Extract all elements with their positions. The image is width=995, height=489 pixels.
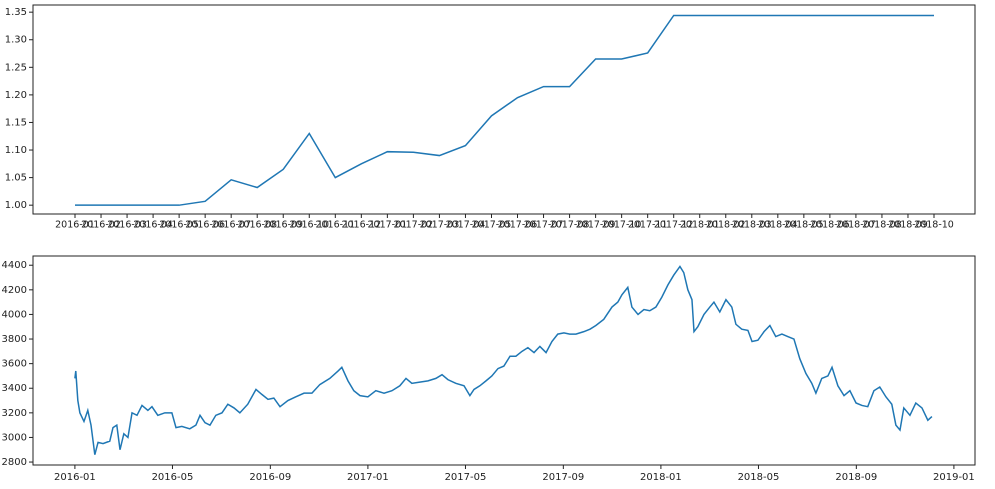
y-tick-label: 1.05 — [5, 173, 27, 184]
line-series — [75, 14, 934, 206]
x-tick-label: 2016-05 — [159, 220, 199, 231]
y-tick-label: 4000 — [2, 309, 27, 320]
x-tick-label: 2016-06 — [185, 220, 225, 231]
x-tick-label: 2018-05 — [784, 220, 824, 231]
x-tick-label: 2016-12 — [341, 220, 381, 231]
x-tick-label: 2017-11 — [628, 220, 668, 231]
y-tick-label: 3000 — [2, 432, 27, 443]
x-tick-label: 2017-05 — [445, 472, 487, 483]
x-tick-label: 2016-01 — [55, 220, 95, 231]
x-tick-label: 2017-09 — [576, 220, 616, 231]
x-tick-label: 2016-09 — [263, 220, 303, 231]
axes-frame — [32, 4, 976, 215]
x-tick-label: 2017-08 — [550, 220, 590, 231]
y-tick-label: 1.25 — [5, 62, 27, 73]
x-tick-label: 2018-03 — [732, 220, 772, 231]
y-tick-label: 1.30 — [5, 35, 27, 46]
x-tick-label: 2017-12 — [654, 220, 694, 231]
x-tick-label: 2016-01 — [54, 472, 96, 483]
x-tick-label: 2016-03 — [107, 220, 147, 231]
x-tick-label: 2018-02 — [706, 220, 746, 231]
x-tick-label: 2018-07 — [836, 220, 876, 231]
x-tick-label: 2017-01 — [347, 472, 389, 483]
y-tick-label: 4400 — [2, 260, 27, 271]
x-tick-label: 2016-09 — [249, 472, 291, 483]
x-tick-label: 2018-08 — [862, 220, 902, 231]
y-tick-label: 1.00 — [5, 200, 27, 211]
x-tick-label: 2018-09 — [888, 220, 928, 231]
y-tick-label: 1.20 — [5, 90, 27, 101]
x-tick-label: 2018-09 — [835, 472, 877, 483]
axes-frame — [32, 255, 976, 466]
y-tick-label: 4200 — [2, 285, 27, 296]
x-tick-label: 2019-01 — [933, 472, 975, 483]
x-tick-label: 2017-05 — [472, 220, 512, 231]
y-tick-label: 1.15 — [5, 117, 27, 128]
x-tick-label: 2018-10 — [914, 220, 954, 231]
line-series — [74, 265, 933, 455]
x-tick-label: 2017-09 — [542, 472, 584, 483]
x-tick-label: 2016-04 — [133, 220, 173, 231]
x-tick-label: 2017-07 — [524, 220, 564, 231]
x-tick-label: 2016-11 — [315, 220, 355, 231]
x-tick-label: 2018-01 — [680, 220, 720, 231]
y-tick-label: 3600 — [2, 359, 27, 370]
x-tick-label: 2016-08 — [237, 220, 277, 231]
y-tick-label: 3400 — [2, 383, 27, 394]
x-tick-label: 2017-02 — [394, 220, 434, 231]
y-tick-label: 2800 — [2, 457, 27, 468]
x-tick-label: 2018-06 — [810, 220, 850, 231]
y-tick-label: 3800 — [2, 334, 27, 345]
x-tick-label: 2017-03 — [420, 220, 460, 231]
x-tick-label: 2017-06 — [498, 220, 538, 231]
x-tick-label: 2017-01 — [368, 220, 408, 231]
y-tick-label: 1.35 — [5, 7, 27, 18]
x-tick-label: 2016-05 — [152, 472, 194, 483]
x-tick-label: 2018-01 — [640, 472, 682, 483]
x-tick-label: 2017-04 — [446, 220, 486, 231]
x-tick-label: 2018-04 — [758, 220, 798, 231]
x-tick-label: 2018-05 — [738, 472, 780, 483]
y-tick-label: 3200 — [2, 408, 27, 419]
y-tick-label: 1.10 — [5, 145, 27, 156]
x-tick-label: 2016-02 — [81, 220, 121, 231]
x-tick-label: 2016-10 — [289, 220, 329, 231]
x-tick-label: 2016-07 — [211, 220, 251, 231]
x-tick-label: 2017-10 — [602, 220, 642, 231]
